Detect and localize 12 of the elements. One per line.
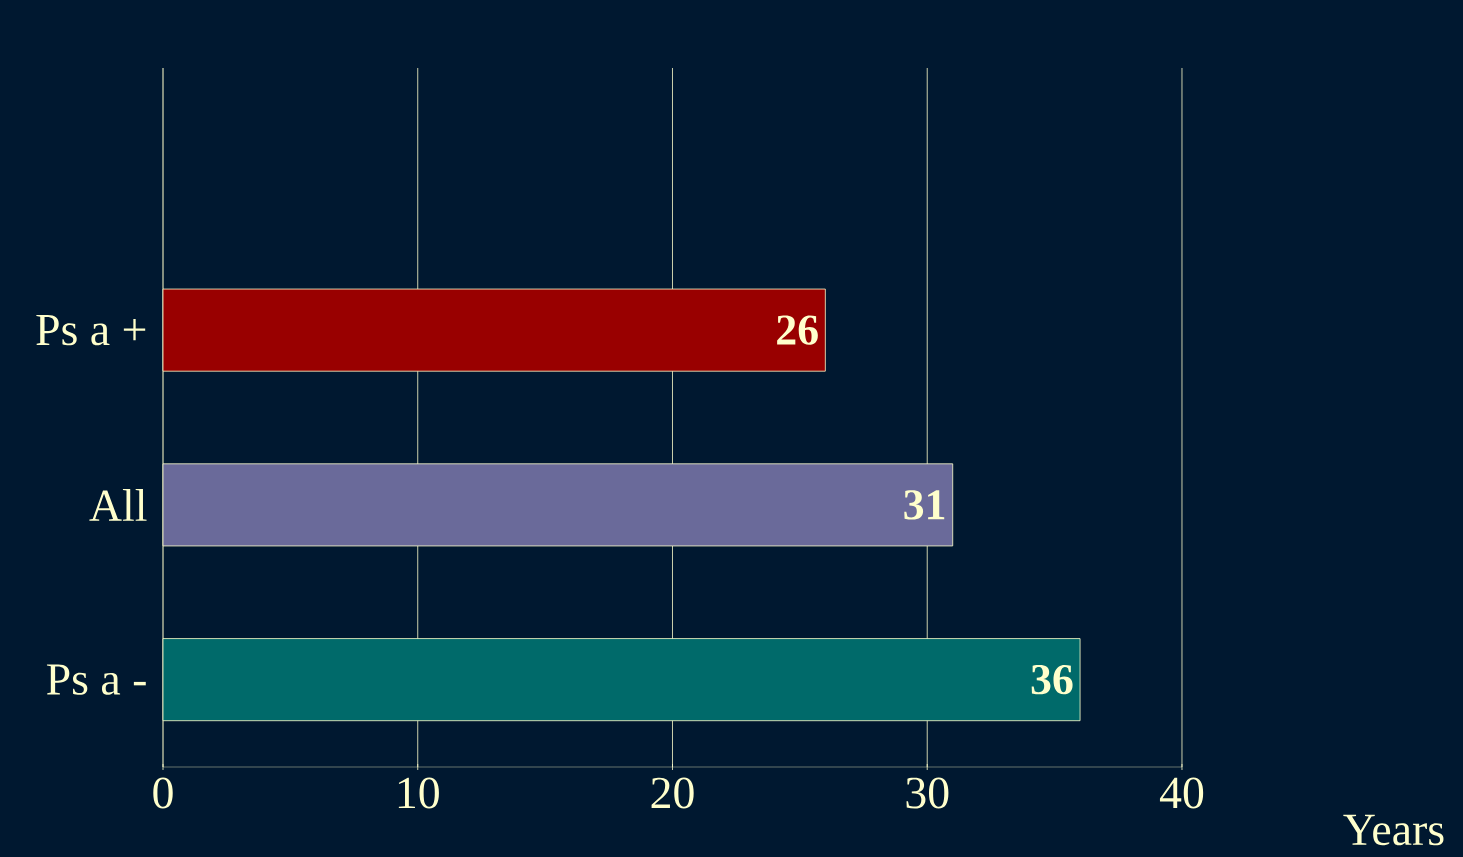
data-label: 31 — [904, 490, 945, 520]
x-tick-label: 10 — [398, 777, 439, 809]
x-tick-label: 0 — [153, 777, 173, 809]
y-tick-label: All — [89, 488, 147, 521]
x-axis-title: Years — [1343, 814, 1444, 846]
x-tick-label: 20 — [651, 777, 694, 809]
y-tick-label: Ps a + — [36, 314, 146, 346]
data-label: 26 — [777, 315, 818, 345]
x-tick-label: 30 — [906, 777, 949, 809]
y-tick-label: Ps a - — [46, 664, 146, 695]
x-tick-label: 40 — [1159, 777, 1204, 809]
data-label: 36 — [1031, 664, 1073, 695]
